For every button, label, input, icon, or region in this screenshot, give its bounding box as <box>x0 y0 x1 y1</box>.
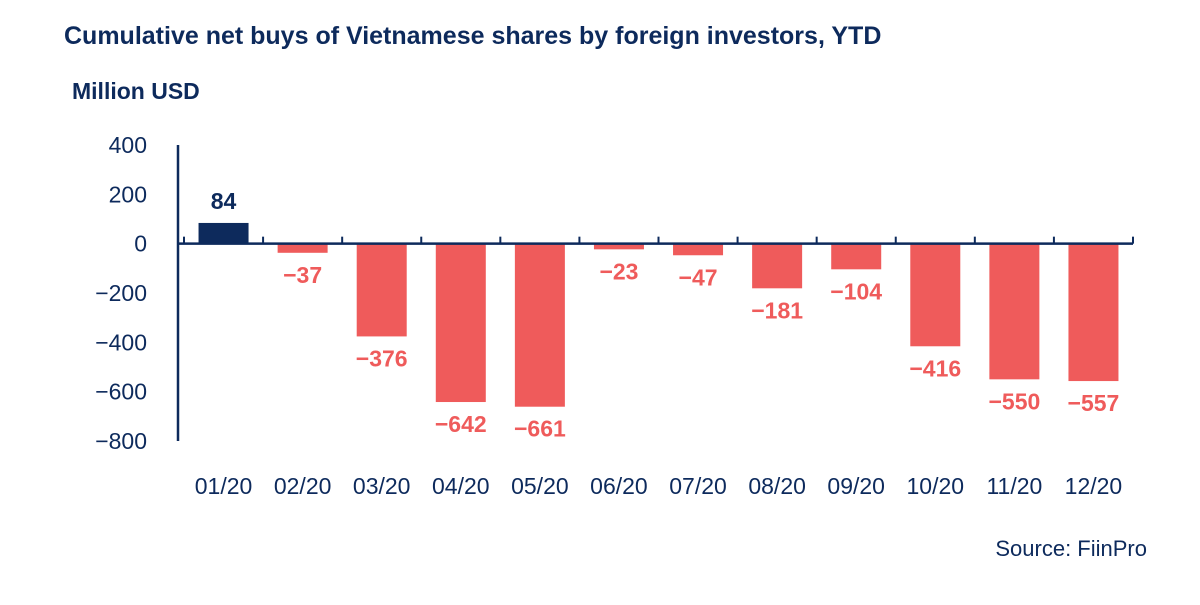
bar <box>673 243 724 256</box>
data-labels: 84 −37 −376 −642 −661 −23 −47 −181 −104 −416 −550 −… <box>211 188 1120 442</box>
bar <box>593 243 644 250</box>
bar <box>1068 243 1119 382</box>
x-tick-label: 09/20 <box>827 473 885 499</box>
bar <box>277 243 328 253</box>
data-label: 84 <box>211 188 237 214</box>
x-tick-label: 07/20 <box>669 473 727 499</box>
bar <box>989 243 1040 380</box>
bar <box>910 243 961 347</box>
chart-title: Cumulative net buys of Vietnamese shares… <box>64 22 882 50</box>
y-tick-label: −400 <box>95 329 147 355</box>
y-tick-label: 0 <box>134 231 147 257</box>
data-label: −661 <box>514 416 566 442</box>
data-label: −376 <box>356 345 408 371</box>
y-tick-label: 400 <box>109 132 147 158</box>
x-tick-label: 10/20 <box>907 473 965 499</box>
data-label: −104 <box>830 278 882 304</box>
data-label: −47 <box>679 264 718 290</box>
data-label: −416 <box>909 355 961 381</box>
bar <box>198 222 249 244</box>
x-tick-label: 11/20 <box>986 473 1042 499</box>
x-tick-label: 06/20 <box>590 473 648 499</box>
y-tick-label: −800 <box>95 428 147 454</box>
y-axis-unit-label: Million USD <box>72 78 200 104</box>
x-tick-label: 01/20 <box>195 473 253 499</box>
x-tick-label: 03/20 <box>353 473 411 499</box>
data-label: −23 <box>599 258 638 284</box>
bars <box>198 222 1119 407</box>
data-label: −550 <box>988 388 1040 414</box>
data-label: −642 <box>435 411 487 437</box>
data-label: −181 <box>751 297 803 323</box>
y-tick-label: −600 <box>95 379 147 405</box>
x-tick-label: 08/20 <box>748 473 806 499</box>
y-tick-label: 200 <box>109 181 147 207</box>
y-axis-ticks: 400 200 0 −200 −400 −600 −800 <box>95 132 147 454</box>
data-label: −557 <box>1068 390 1120 416</box>
bar <box>356 243 407 337</box>
x-tick-label: 12/20 <box>1065 473 1123 499</box>
bar <box>831 243 882 270</box>
bar <box>514 243 565 407</box>
bar <box>435 243 486 403</box>
x-tick-label: 05/20 <box>511 473 569 499</box>
axes <box>176 145 1134 441</box>
x-axis-ticks: 01/20 02/20 03/20 04/20 05/20 06/20 07/20 08/20… <box>195 473 1122 499</box>
data-label: −37 <box>283 262 322 288</box>
y-tick-label: −200 <box>95 280 147 306</box>
x-tick-label: 04/20 <box>432 473 490 499</box>
bar <box>752 243 803 289</box>
x-tick-label: 02/20 <box>274 473 332 499</box>
source-note: Source: FiinPro <box>995 536 1147 561</box>
